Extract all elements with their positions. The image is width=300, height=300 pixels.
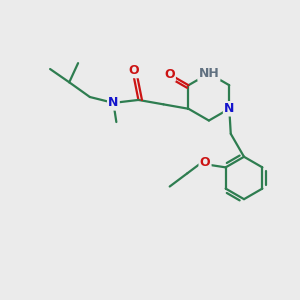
Text: NH: NH bbox=[199, 67, 219, 80]
Text: O: O bbox=[200, 157, 210, 169]
Text: N: N bbox=[224, 102, 235, 115]
Text: O: O bbox=[129, 64, 139, 77]
Text: O: O bbox=[164, 68, 175, 81]
Text: N: N bbox=[108, 96, 118, 110]
